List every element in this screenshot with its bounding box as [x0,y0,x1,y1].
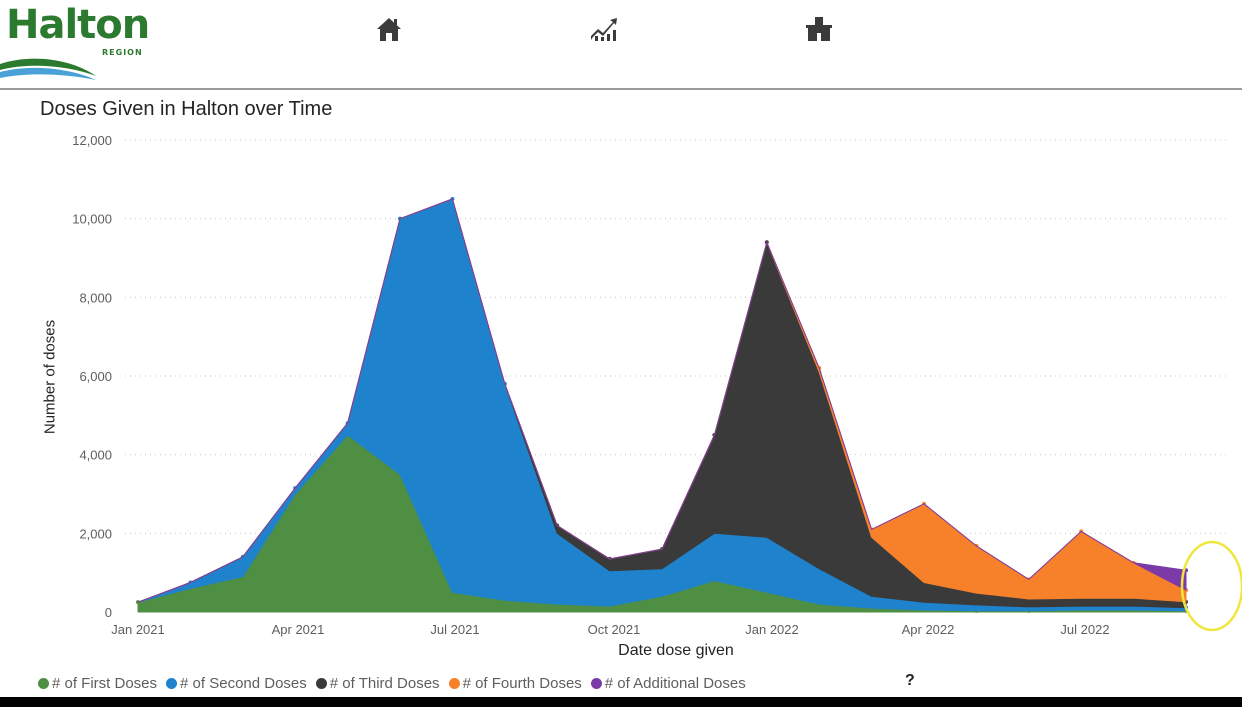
x-tick-label: Jul 2022 [1060,622,1109,637]
x-tick-label: Jul 2021 [430,622,479,637]
x-tick-label: Apr 2021 [272,622,325,637]
x-tick-label: Apr 2022 [902,622,955,637]
x-tick-label: Jan 2021 [111,622,165,637]
y-tick-label: 4,000 [79,448,112,463]
chart-legend: # of First Doses # of Second Doses # of Th… [38,672,755,694]
logo-swoosh-icon [0,58,96,80]
y-tick-label: 2,000 [79,526,112,541]
legend-item-third[interactable]: # of Third Doses [315,674,440,692]
halton-region-logo[interactable]: Halton REGION [0,0,180,86]
y-tick-label: 12,000 [72,133,112,148]
logo-subtext: REGION [102,48,143,57]
home-icon[interactable] [374,14,404,44]
doses-stacked-area-chart: 0 2,000 4,000 6,000 8,000 10,000 12,000 Jan 202… [72,133,1242,637]
y-tick-label: 8,000 [79,290,112,305]
legend-label: # of Additional Doses [604,674,746,692]
legend-dot-icon [38,677,49,689]
legend-label: # of Second Doses [180,674,307,692]
legend-item-additional[interactable]: # of Additional Doses [590,674,746,692]
x-axis-title: Date dose given [618,642,734,659]
legend-dot-icon [448,677,460,689]
legend-item-second[interactable]: # of Second Doses [166,675,307,692]
legend-item-first[interactable]: # of First Doses [38,675,157,692]
highlight-circle [1180,540,1242,632]
legend-dot-icon [315,677,327,689]
bottom-strip [0,697,1242,707]
legend-label: # of Third Doses [329,674,440,692]
help-button[interactable]: ? [905,672,915,689]
legend-label: # of Fourth Doses [462,674,582,692]
trend-chart-icon[interactable] [589,14,619,44]
legend-item-fourth[interactable]: # of Fourth Doses [448,674,582,692]
chart-title: Doses Given in Halton over Time [40,98,333,120]
series-area-additional [137,198,1187,603]
legend-label: # of First Doses [52,674,158,692]
x-tick-label: Oct 2021 [588,622,641,637]
x-tick-label: Jan 2022 [745,622,799,637]
header-bar: Halton REGION [0,0,1242,90]
clinic-building-icon[interactable] [804,14,834,44]
logo-wordmark: Halton [6,2,150,48]
legend-dot-icon [166,677,178,689]
y-tick-label: 0 [105,605,112,620]
legend-dot-icon [590,677,602,689]
y-tick-label: 10,000 [72,212,112,227]
y-tick-label: 6,000 [79,369,112,384]
